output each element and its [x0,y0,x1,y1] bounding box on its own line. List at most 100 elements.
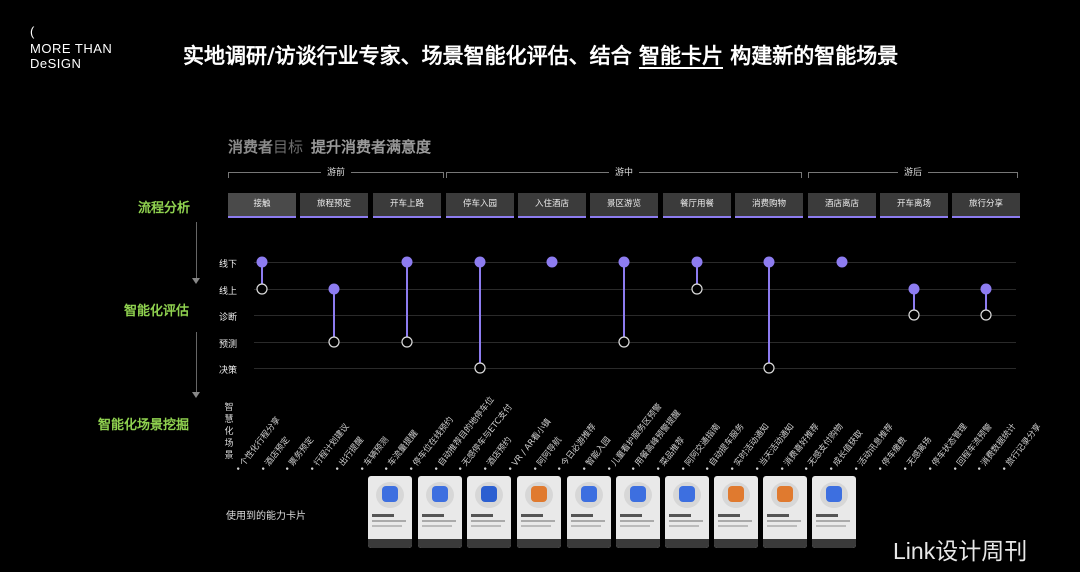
evaluation-start-point [763,256,775,268]
goal-subject: 消费者 [228,138,274,156]
goal-word: 目标 [273,138,304,156]
ability-card[interactable] [517,476,561,548]
flow-connector [196,332,197,392]
card-text-line [816,520,850,522]
vertical-char: 慧 [224,415,234,425]
ability-card[interactable] [812,476,856,548]
evaluation-end-point [328,336,340,348]
card-title-line [620,514,642,517]
evaluation-end-point [401,336,413,348]
evaluation-start-point [836,256,848,268]
stage-hotel-checkin: 入住酒店 [518,193,586,218]
evaluation-end-point [980,309,992,321]
section-smart-evaluation: 智能化评估 [124,304,190,319]
evaluation-start-point [546,256,558,268]
card-text-line [718,525,748,527]
stage-contact: 接触 [228,193,296,218]
card-text-line [422,520,456,522]
card-icon [728,486,744,502]
ability-card[interactable] [665,476,709,548]
card-title-line [372,514,394,517]
card-text-line [521,525,551,527]
level-diagnosis: 诊断 [219,313,238,323]
title-part-2: 构建新的智能场景 [722,44,899,68]
phase-label: 游前 [320,165,352,178]
card-footer [812,539,856,548]
evaluation-end-point [691,283,703,295]
evaluation-start-point [256,256,268,268]
card-footer [616,539,660,548]
goal-text: 提升消费者满意度 [311,138,432,156]
gridline [254,342,1016,343]
evaluation-start-point [328,283,340,295]
card-footer [763,539,807,548]
vertical-char: 景 [224,451,234,461]
card-icon [432,486,448,502]
ability-card[interactable] [467,476,511,548]
card-icon [826,486,842,502]
card-title-line [816,514,838,517]
evaluation-start-point [401,256,413,268]
card-text-line [620,525,650,527]
cards-label: 使用到的能力卡片 [226,511,306,522]
card-footer [467,539,511,548]
evaluation-end-point [474,362,486,374]
card-icon [581,486,597,502]
level-prediction: 预测 [219,340,238,350]
evaluation-start-point [691,256,703,268]
level-offline: 线下 [219,260,238,270]
card-text-line [521,520,555,522]
card-text-line [571,520,605,522]
stage-travel-share: 旅行分享 [952,193,1020,218]
consumer-goal: 消费者目标 提升消费者满意度 [228,136,431,157]
level-online: 线上 [219,287,238,297]
card-footer [714,539,758,548]
vertical-char: 化 [224,427,234,437]
card-text-line [422,525,452,527]
brand-logo: ( MORE THAN DeSIGN [30,24,112,71]
card-text-line [669,525,699,527]
logo-paren: ( [30,24,35,39]
ability-card[interactable] [567,476,611,548]
flow-connector [196,222,197,278]
watermark: Link设计周刊 [893,538,1028,564]
evaluation-end-point [256,283,268,295]
ability-card[interactable] [368,476,412,548]
ability-card[interactable] [763,476,807,548]
card-footer [368,539,412,548]
phase-label: 游中 [608,165,640,178]
card-text-line [767,520,801,522]
evaluation-start-point [474,256,486,268]
card-icon [630,486,646,502]
vertical-char: 智 [224,403,234,413]
stage-park-enter: 停车入园 [446,193,514,218]
card-title-line [521,514,543,517]
gridline [254,289,1016,290]
stage-drive-on-road: 开车上路 [373,193,441,218]
ability-card[interactable] [616,476,660,548]
stage-restaurant: 餐厅用餐 [663,193,731,218]
card-icon [777,486,793,502]
stage-drive-leave: 开车离场 [880,193,948,218]
phase-before: 游前 [228,165,444,179]
page-title: 实地调研/访谈行业专家、场景智能化评估、结合 智能卡片 构建新的智能场景 [183,40,898,70]
ability-card[interactable] [714,476,758,548]
card-icon [481,486,497,502]
gridline [254,262,1016,263]
card-text-line [372,525,402,527]
card-footer [517,539,561,548]
card-text-line [669,520,703,522]
evaluation-end-point [908,309,920,321]
logo-line-2: DeSIGN [30,56,82,71]
ability-card[interactable] [418,476,462,548]
title-smart-card: 智能卡片 [638,44,723,68]
logo-line-1: MORE THAN [30,41,113,56]
card-text-line [718,520,752,522]
evaluation-end-point [618,336,630,348]
card-text-line [620,520,654,522]
card-title-line [471,514,493,517]
gridline [254,315,1016,316]
phase-after: 游后 [808,165,1018,179]
card-text-line [471,525,501,527]
